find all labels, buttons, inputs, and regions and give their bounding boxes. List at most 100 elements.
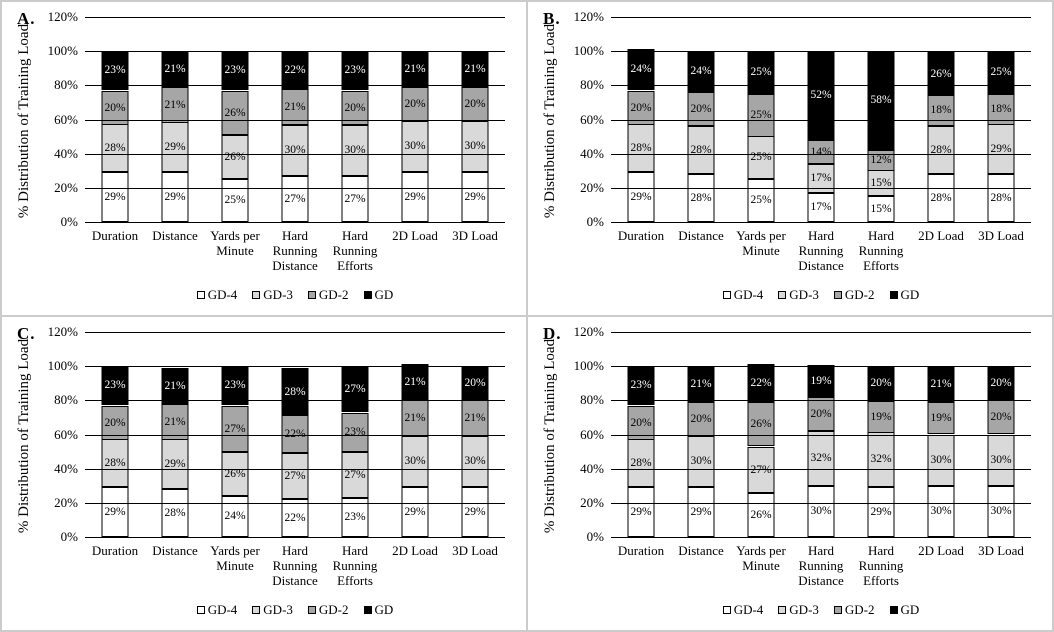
- bar-segment-gd-3: 28%: [101, 439, 129, 487]
- bar-value-label: 27%: [284, 192, 306, 205]
- bar-segment-gd: 27%: [341, 366, 369, 412]
- bar-value-label: 14%: [810, 145, 832, 158]
- legend-item-gd-3: GD-3: [252, 287, 293, 303]
- bar-segment-gd-4: 29%: [101, 172, 129, 222]
- legend-label: GD-2: [844, 602, 875, 617]
- bar-column: 26% 27% 26% 22%: [731, 332, 791, 537]
- bar-segment-gd-3: 26%: [221, 452, 249, 496]
- legend-label: GD-3: [789, 602, 819, 617]
- bar-segment-gd-2: 21%: [281, 89, 309, 125]
- plot-area: 29% 28% 20% 24% 28% 28% 20% 24% 25% 25% 25% 25% 17% 1…: [611, 17, 1031, 223]
- bar-segment-gd-3: 27%: [281, 453, 309, 499]
- bar-segment-gd-3: 27%: [341, 452, 369, 498]
- x-tick-label: 3D Load: [452, 543, 498, 558]
- bar-value-label: 25%: [990, 66, 1012, 78]
- bar-segment-gd-4: 17%: [807, 193, 835, 222]
- x-tick-label: 2D Load: [918, 543, 964, 558]
- bar-value-label: 29%: [164, 457, 186, 470]
- legend-swatch-icon: [196, 291, 205, 299]
- legend-item-gd: GD: [889, 287, 920, 303]
- legend-label: GD: [900, 287, 920, 302]
- gridline: [611, 537, 1031, 538]
- bar-column: 28% 28% 18% 26%: [911, 17, 971, 222]
- bar-segment-gd-3: 29%: [161, 122, 189, 172]
- bar-value-label: 28%: [930, 143, 952, 156]
- bar-segment-gd-2: 25%: [747, 94, 775, 137]
- bar-segment-gd-2: 19%: [867, 401, 895, 433]
- bar-segment-gd-3: 28%: [687, 126, 715, 174]
- bar-value-label: 58%: [870, 94, 892, 106]
- y-tick-label: 20%: [580, 494, 604, 510]
- bar-value-label: 29%: [630, 505, 652, 518]
- gridline: [611, 17, 1031, 18]
- x-tick-label: 3D Load: [978, 543, 1024, 558]
- gridline: [85, 51, 505, 52]
- gridline: [85, 154, 505, 155]
- legend-label: GD-2: [318, 602, 349, 617]
- x-tick-label: 3D Load: [452, 228, 498, 243]
- bar-segment-gd-3: 26%: [221, 135, 249, 179]
- bar-segment-gd-4: 27%: [281, 176, 309, 222]
- bar-segment-gd-2: 20%: [627, 91, 655, 125]
- x-tick-label: Hard Running Distance: [798, 228, 844, 273]
- x-axis-labels: Duration Distance Yards per Minute Hard Run…: [611, 543, 1031, 589]
- bar-value-label: 22%: [750, 376, 772, 389]
- bar-segment-gd-2: 26%: [221, 91, 249, 135]
- bar-segment-gd-2: 20%: [987, 400, 1015, 434]
- x-tick-label: Distance: [678, 543, 724, 558]
- bar-segment-gd-4: 29%: [627, 487, 655, 537]
- bar-value-label: 28%: [630, 141, 652, 154]
- bar-value-label: 25%: [750, 66, 772, 78]
- bar-segment-gd-2: 20%: [807, 397, 835, 431]
- bar-segment-gd: 21%: [161, 51, 189, 87]
- legend: GD-4 GD-3 GD-2 GD: [611, 602, 1031, 618]
- gridline: [85, 188, 505, 189]
- bar-segment-gd-4: 30%: [807, 486, 835, 537]
- bar-value-label: 30%: [690, 455, 712, 467]
- bar-value-label: 23%: [104, 64, 126, 76]
- x-tick-label: 2D Load: [392, 543, 438, 558]
- gridline: [85, 469, 505, 470]
- bar-segment-gd-2: 20%: [341, 91, 369, 125]
- bar-value-label: 30%: [404, 140, 426, 152]
- bar-column: 29% 28% 20% 23%: [85, 17, 145, 222]
- bar-value-label: 29%: [630, 190, 652, 203]
- bar-segment-gd: 25%: [747, 51, 775, 94]
- bar-value-label: 21%: [930, 377, 952, 390]
- bar-value-label: 23%: [344, 426, 366, 438]
- x-tick-label: Hard Running Distance: [798, 543, 844, 588]
- bar-value-label: 21%: [164, 415, 186, 428]
- bar-value-label: 20%: [810, 407, 832, 420]
- x-tick-label: 3D Load: [978, 228, 1024, 243]
- bar-value-label: 30%: [464, 455, 486, 467]
- y-tick-label: 20%: [54, 494, 78, 510]
- x-tick-label: Yards per Minute: [210, 543, 260, 573]
- bar-column: 29% 30% 21% 21%: [385, 332, 445, 537]
- bar-segment-gd-4: 24%: [221, 496, 249, 537]
- y-tick-label: 120%: [47, 9, 78, 24]
- legend-item-gd-4: GD-4: [722, 287, 763, 303]
- bar-value-label: 20%: [464, 376, 486, 389]
- x-tick-label: Hard Running Efforts: [858, 543, 904, 588]
- bar-value-label: 20%: [690, 102, 712, 115]
- bar-value-label: 29%: [404, 190, 426, 203]
- legend-label: GD-4: [207, 602, 238, 617]
- bar-value-label: 27%: [750, 463, 772, 476]
- bar-value-label: 20%: [870, 376, 892, 389]
- bar-segment-gd-3: 30%: [281, 125, 309, 176]
- bar-column: 28% 29% 18% 25%: [971, 17, 1031, 222]
- bar-column: 22% 27% 22% 28%: [265, 332, 325, 537]
- legend-swatch-icon: [889, 291, 898, 299]
- x-tick-label: Hard Running Efforts: [332, 543, 378, 588]
- bar-segment-gd-4: 29%: [867, 487, 895, 537]
- bar-segment-gd-3: 28%: [927, 126, 955, 174]
- bar-value-label: 26%: [224, 150, 246, 163]
- gridline: [85, 222, 505, 223]
- y-tick-label: 0%: [60, 214, 78, 229]
- x-tick-label: Hard Running Distance: [272, 228, 318, 273]
- bar-value-label: 22%: [284, 511, 306, 524]
- bar-segment-gd-3: 30%: [687, 436, 715, 487]
- bar-segment-gd: 19%: [807, 365, 835, 397]
- panel-b: B.% Distribution of Training Load 0% 20% 40…: [528, 2, 1052, 315]
- bar-segment-gd-2: 12%: [867, 150, 895, 171]
